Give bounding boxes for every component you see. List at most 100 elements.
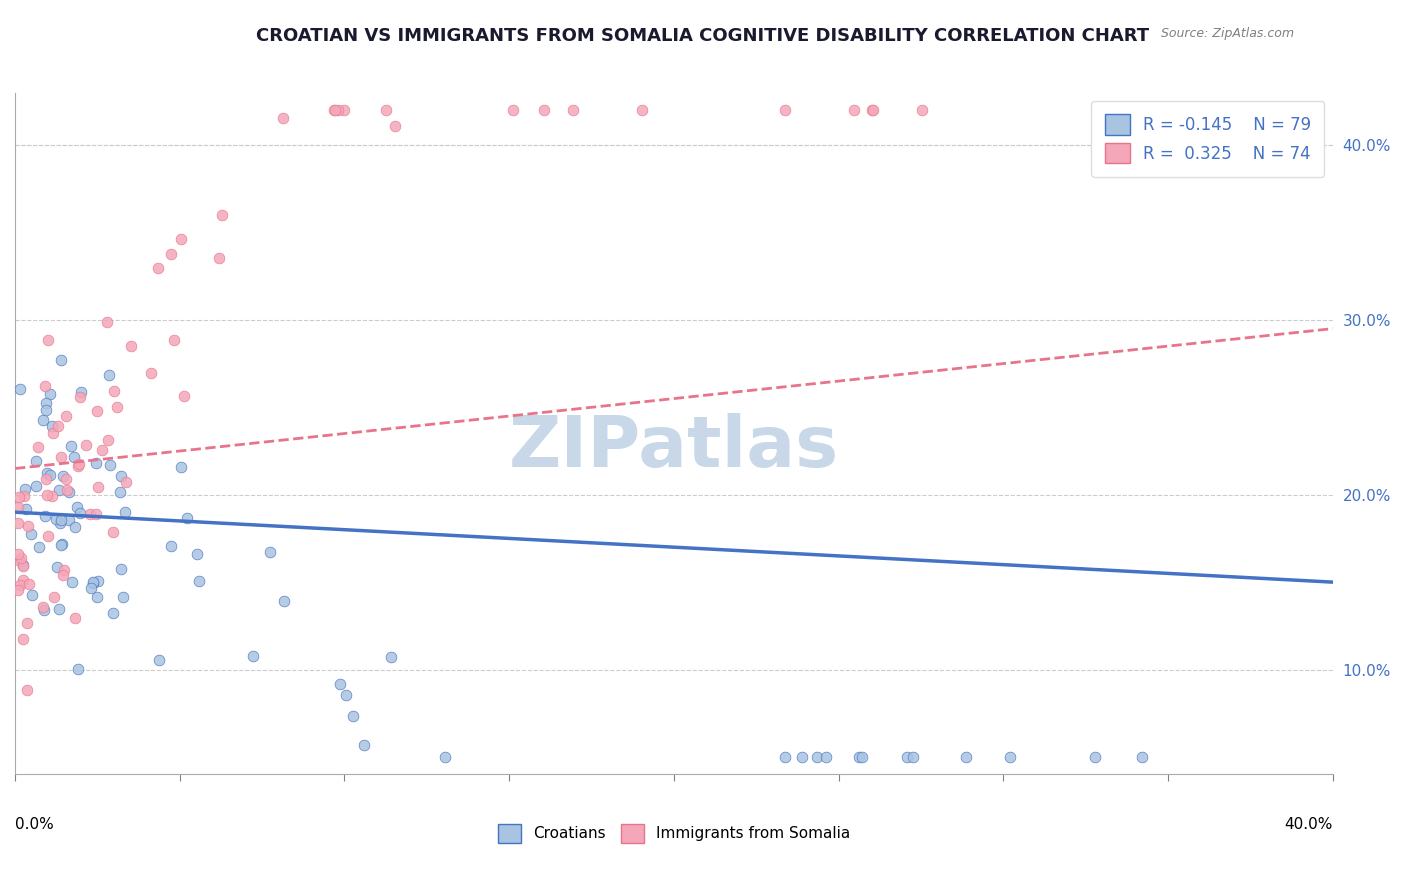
Point [17,577,39,591]
Point [998,750,1021,764]
Point [66,500,89,514]
Point [176,510,198,524]
Point [25,454,48,468]
Point [141,366,163,380]
Point [96,315,118,329]
Point [82,575,104,590]
Point [11,573,34,587]
Point [259,545,281,559]
Point [60,439,83,453]
Point [332,103,354,117]
Point [374,103,396,117]
Point [273,594,295,608]
Point [101,525,124,540]
Point [911,103,934,117]
Point [1130,750,1153,764]
Point [55,483,77,497]
Point [103,606,125,620]
Point [211,208,233,222]
Point [42,425,65,440]
Point [322,103,344,117]
Point [98,458,121,472]
Legend: R = -0.145    N = 79, R =  0.325    N = 74: R = -0.145 N = 79, R = 0.325 N = 74 [1091,101,1324,177]
Point [66,662,89,676]
Point [37,466,59,480]
Point [114,475,136,489]
Point [903,750,925,764]
Point [814,750,837,764]
Point [11,558,34,572]
Point [86,480,108,494]
Text: 0.0%: 0.0% [15,817,53,832]
Point [631,103,654,117]
Point [27,440,49,454]
Point [97,433,120,447]
Point [380,650,402,665]
Point [7,583,30,598]
Point [20,527,42,541]
Point [15,682,38,697]
Point [55,409,77,424]
Point [42,590,65,604]
Point [775,103,797,117]
Point [35,396,58,410]
Point [80,581,103,595]
Point [84,507,107,521]
Point [8,554,31,568]
Point [63,611,86,625]
Point [98,368,121,382]
Point [433,750,456,764]
Point [862,103,884,117]
Point [110,562,132,576]
Point [31,413,53,427]
Point [208,251,231,265]
Point [51,537,73,551]
Point [84,456,107,470]
Point [66,459,89,474]
Point [28,540,51,554]
Point [67,457,90,471]
Point [10,550,32,565]
Point [35,488,58,502]
Point [955,750,977,764]
Point [35,472,58,486]
Point [91,442,114,457]
Point [120,339,142,353]
Point [110,468,132,483]
Point [41,419,63,434]
Point [108,485,131,500]
Point [806,750,828,764]
Point [65,520,87,534]
Point [20,589,42,603]
Point [86,591,108,605]
Text: 40.0%: 40.0% [1285,817,1333,832]
Point [170,460,193,475]
Point [848,750,870,764]
Point [13,489,35,503]
Point [34,509,56,524]
Point [17,519,39,533]
Point [11,632,34,647]
Point [48,483,70,498]
Point [7,516,30,530]
Point [851,750,873,764]
Point [48,602,70,616]
Point [79,508,101,522]
Point [271,111,294,125]
Point [384,119,406,133]
Point [60,575,83,590]
Point [773,750,796,764]
Point [58,484,80,499]
Point [53,563,76,577]
Point [323,103,346,117]
Point [114,505,136,519]
Point [15,615,38,630]
Point [342,709,364,723]
Point [69,506,91,520]
Point [7,547,30,561]
Point [111,591,134,605]
Point [51,468,73,483]
Point [790,750,813,764]
Point [75,438,97,452]
Point [844,103,866,117]
